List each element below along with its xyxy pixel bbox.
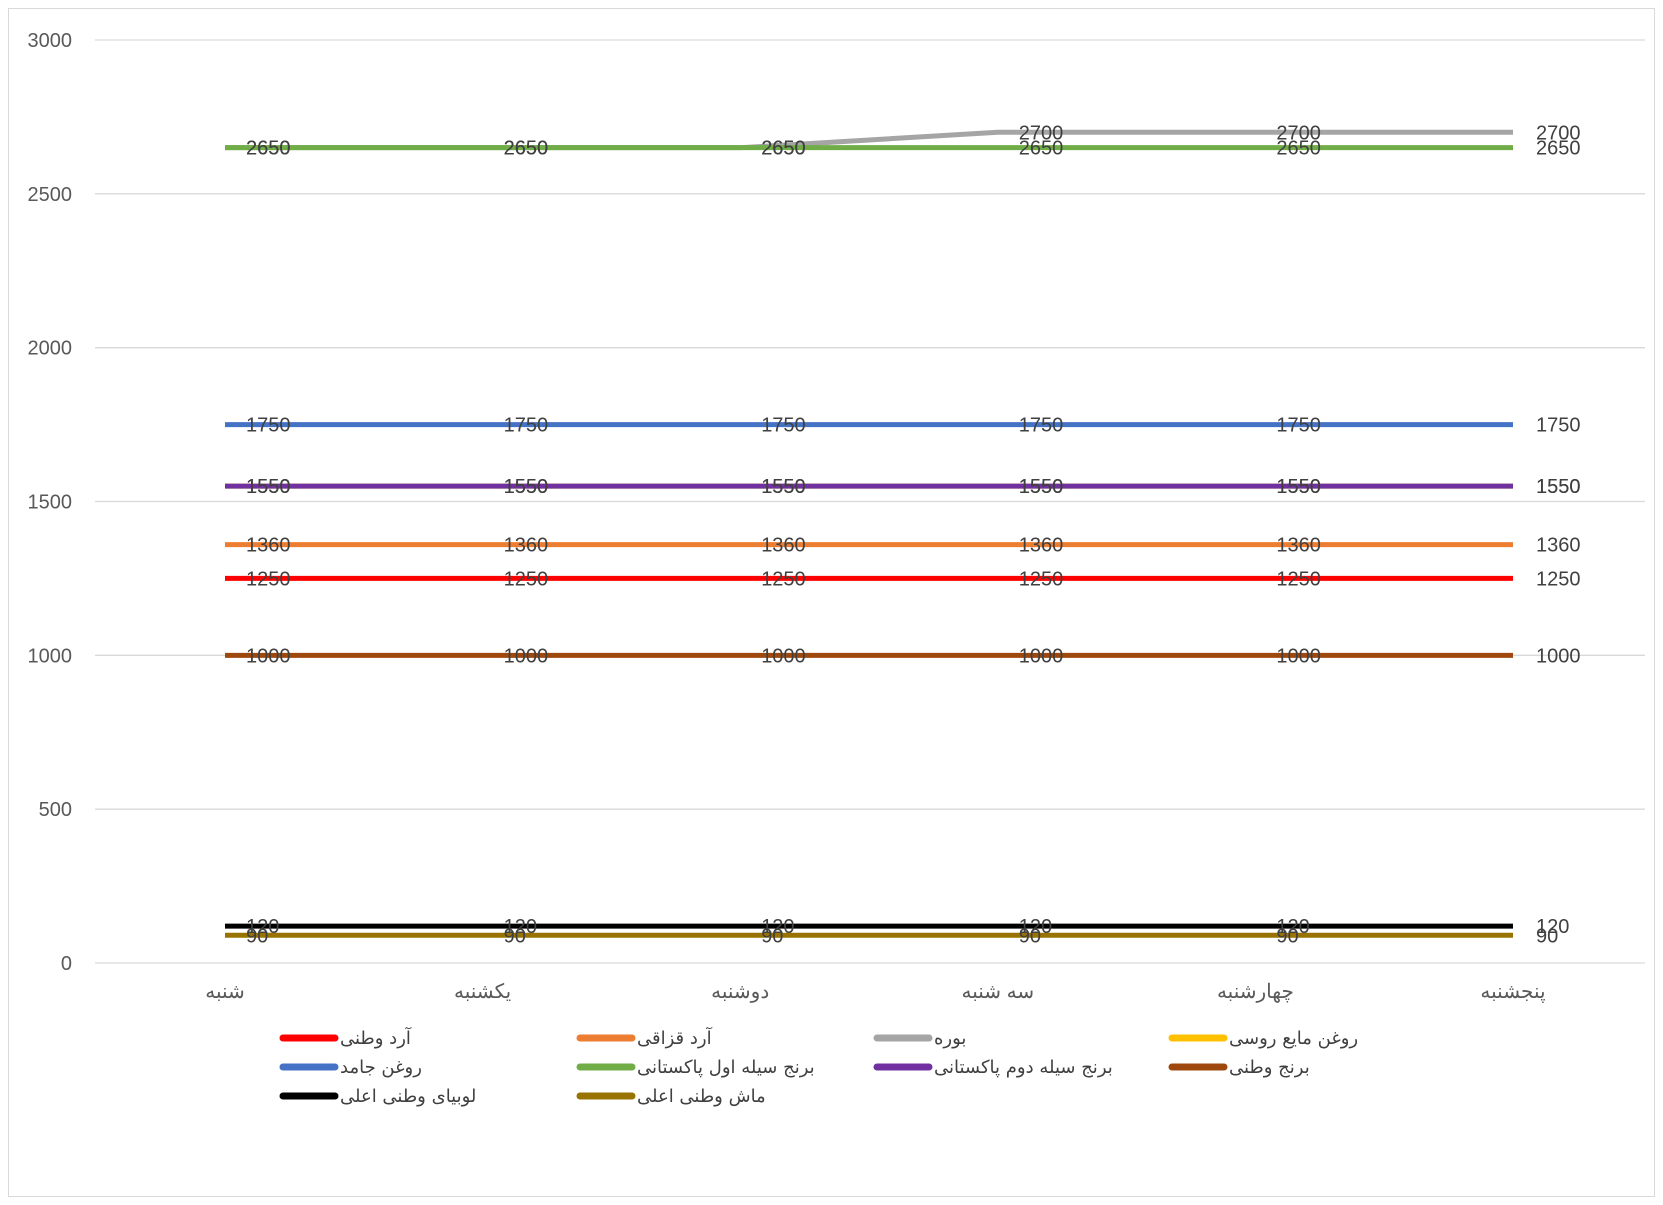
legend-entry: برنج سیله اول پاکستانی [637, 1057, 815, 1078]
data-label: 1750 [761, 415, 806, 437]
data-labels: 1250 1250 1250 1250 1250 1250 1360 1360 1360 1360… [246, 122, 1581, 947]
legend-entry: آرد وطنی [340, 1026, 412, 1049]
legend-entry: آرد قزاقی [637, 1026, 713, 1049]
data-label: 1360 [761, 535, 806, 557]
legend-entry: روغن مایع روسی [1229, 1028, 1358, 1049]
legend-entry: برنج سیله دوم پاکستانی [934, 1057, 1113, 1078]
data-label: 120 [1019, 916, 1052, 938]
data-label: 2650 [504, 138, 548, 160]
y-tick-label: 1000 [28, 645, 73, 667]
data-label: 90 [1536, 925, 1558, 947]
data-label: 1000 [246, 645, 291, 667]
data-label: 1550 [246, 476, 291, 498]
data-label: 90 [1276, 925, 1298, 947]
legend-entry: ماش وطنی اعلی [637, 1086, 766, 1107]
data-label: 2650 [761, 138, 806, 160]
data-label: 90 [504, 925, 526, 947]
data-label: 120 [246, 916, 279, 938]
data-label: 1550 [1276, 476, 1321, 498]
legend-entry: برنج وطنی [1229, 1057, 1310, 1078]
data-label: 1550 [246, 476, 291, 498]
data-label: 1550 [1536, 476, 1581, 498]
x-tick-label: دوشنبه [711, 981, 769, 1003]
data-label: 120 [761, 916, 794, 938]
data-label: 1750 [504, 415, 548, 437]
data-label: 1550 [1019, 476, 1064, 498]
data-label: 1550 [1536, 476, 1581, 498]
legend-entry: بوره [934, 1028, 966, 1049]
data-label: 1360 [246, 535, 291, 557]
data-label: 1000 [761, 645, 806, 667]
x-tick-label: شنبه [205, 981, 245, 1003]
y-axis-ticks: 0 500 1000 1500 2000 2500 3000 [28, 30, 73, 975]
data-label: 1750 [1536, 415, 1581, 437]
data-label: 1750 [1276, 415, 1321, 437]
data-label: 1750 [246, 415, 291, 437]
legend-entry: لوبیای وطنی اعلی [340, 1086, 476, 1107]
data-label: 1250 [1019, 568, 1064, 590]
y-tick-label: 0 [61, 953, 72, 975]
data-label: 1250 [1276, 568, 1321, 590]
x-tick-label: پنجشنبه [1480, 981, 1545, 1003]
y-tick-label: 2500 [28, 184, 73, 206]
data-label: 90 [1019, 925, 1041, 947]
y-tick-label: 2000 [28, 338, 73, 360]
data-label: 1550 [1276, 476, 1321, 498]
legend-entry: روغن جامد [340, 1057, 422, 1078]
data-label: 120 [504, 916, 537, 938]
y-tick-label: 3000 [28, 30, 73, 52]
data-label: 120 [1536, 916, 1569, 938]
data-label: 2700 [1276, 122, 1321, 144]
data-label: 1360 [1276, 535, 1321, 557]
data-label: 1000 [1536, 645, 1581, 667]
data-label: 1250 [246, 568, 291, 590]
legend: آرد وطنی آرد قزاقی بوره روغن مایع روسی روغن … [279, 1026, 1358, 1107]
data-label: 1000 [1019, 645, 1064, 667]
data-label: 2650 [1276, 138, 1321, 160]
data-label: 2650 [246, 138, 291, 160]
x-tick-label: یکشنبه [454, 981, 511, 1003]
data-label: 90 [761, 925, 783, 947]
data-label: 1550 [1019, 476, 1064, 498]
data-label: 2650 [761, 138, 806, 160]
y-tick-label: 1500 [28, 492, 73, 514]
data-label: 120 [1276, 916, 1309, 938]
data-label: 90 [246, 925, 268, 947]
x-tick-label: سه شنبه [962, 981, 1035, 1003]
data-label: 1000 [1276, 645, 1321, 667]
data-label: 1750 [1019, 415, 1064, 437]
data-label: 2700 [1019, 122, 1064, 144]
data-label: 1250 [504, 568, 548, 590]
x-tick-label: چهارشنبه [1217, 981, 1294, 1003]
data-label: 1360 [504, 535, 548, 557]
data-label: 1550 [761, 476, 806, 498]
gridlines [95, 39, 1645, 964]
data-label: 2650 [1019, 138, 1064, 160]
data-label: 1550 [761, 476, 806, 498]
data-label: 1250 [761, 568, 806, 590]
chart-frame [8, 8, 1655, 1197]
data-label: 1360 [1019, 535, 1064, 557]
data-label: 2650 [246, 138, 291, 160]
data-label: 1000 [504, 645, 548, 667]
data-label: 1360 [1536, 535, 1581, 557]
data-label: 2650 [504, 138, 548, 160]
x-axis-ticks: شنبه یکشنبه دوشنبه سه شنبه چهارشنبه پنجشنبه [205, 981, 1545, 1003]
data-label: 1550 [504, 476, 548, 498]
data-label: 1250 [1536, 568, 1581, 590]
data-label: 1550 [504, 476, 548, 498]
series-lines [225, 129, 1513, 938]
data-label: 2700 [1536, 122, 1581, 144]
data-label: 2650 [1536, 138, 1581, 160]
y-tick-label: 500 [39, 799, 72, 821]
